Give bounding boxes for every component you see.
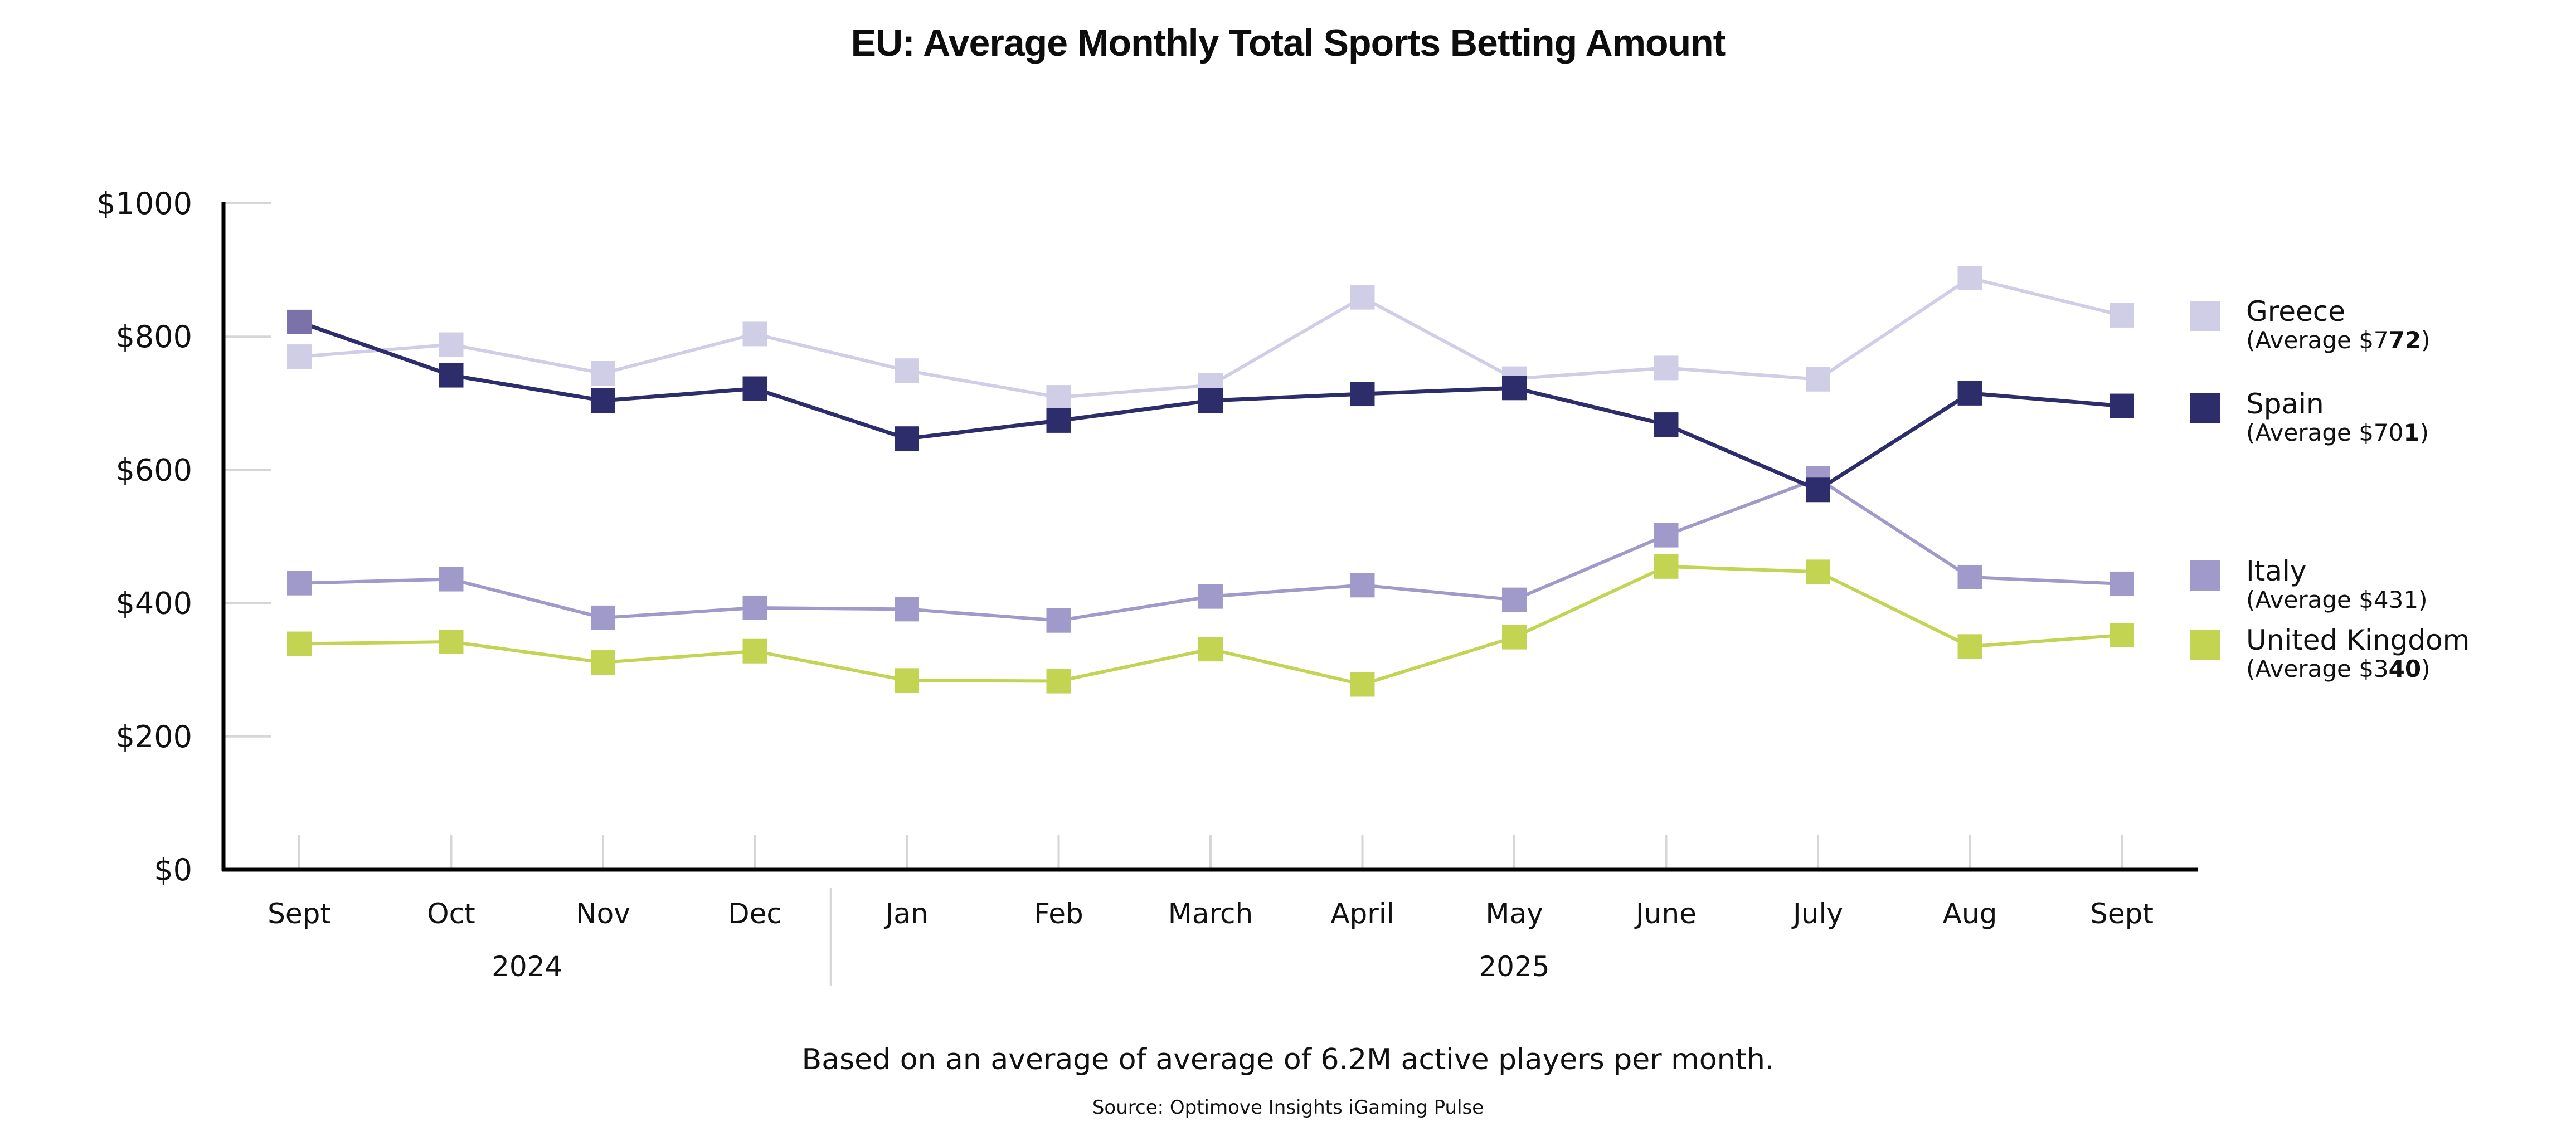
data-point-spain xyxy=(1806,477,1830,503)
data-point-spain xyxy=(2110,393,2134,418)
series-line-united-kingdom xyxy=(299,564,2122,686)
data-point-italy xyxy=(1198,584,1223,609)
series-united-kingdom xyxy=(287,554,2134,697)
legend-swatch-spain xyxy=(2190,393,2220,423)
y-tick-label: $600 xyxy=(116,452,192,488)
legend-swatch-greece xyxy=(2190,301,2220,331)
year-label: 2025 xyxy=(1479,950,1549,983)
x-tick-label: Feb xyxy=(1034,898,1083,930)
x-tick-label: Oct xyxy=(427,898,475,930)
data-point-italy xyxy=(287,571,312,596)
legend-label-united-kingdom: United Kingdom xyxy=(2246,624,2470,656)
footnote: Based on an average of average of 6.2M a… xyxy=(801,1043,1775,1076)
y-axis: $0 $200 $400 $600 $800 $1000 xyxy=(96,186,271,888)
legend-swatch-italy xyxy=(2190,560,2220,591)
data-point-greece xyxy=(439,332,464,357)
data-point-united-kingdom xyxy=(895,668,919,693)
legend-swatch-united-kingdom xyxy=(2190,630,2220,660)
x-tick-label: Dec xyxy=(728,898,782,930)
x-tick-label: May xyxy=(1485,898,1543,930)
legend-label-greece: Greece xyxy=(2246,295,2345,328)
y-tick-label: $400 xyxy=(116,586,192,621)
x-tick-label: June xyxy=(1634,898,1697,930)
data-point-united-kingdom xyxy=(1654,554,1679,579)
y-tick-label: $200 xyxy=(116,719,192,754)
legend-average-united-kingdom: (Average $340) xyxy=(2246,655,2431,682)
y-tick-label: $1000 xyxy=(96,186,192,221)
data-point-greece xyxy=(1350,285,1375,310)
series-greece xyxy=(287,265,2134,410)
x-tick-label: March xyxy=(1168,898,1253,930)
data-point-greece xyxy=(1046,385,1071,410)
data-point-united-kingdom xyxy=(1502,625,1527,650)
x-tick-label: Sept xyxy=(2090,898,2154,930)
x-tick-label: Sept xyxy=(268,898,331,930)
data-point-greece xyxy=(287,344,312,369)
data-point-united-kingdom xyxy=(1198,637,1223,662)
x-tick-label: July xyxy=(1791,898,1843,930)
x-tick-label: Aug xyxy=(1943,898,1997,930)
x-tick-label: April xyxy=(1330,898,1394,930)
series-spain xyxy=(287,309,2134,503)
data-point-united-kingdom xyxy=(439,629,464,654)
y-tick-label: $0 xyxy=(154,852,192,888)
data-point-spain xyxy=(1957,381,1982,406)
legend-label-italy: Italy xyxy=(2246,555,2307,587)
legend-average-spain: (Average $701) xyxy=(2246,419,2429,446)
data-point-greece xyxy=(742,321,767,347)
data-point-spain xyxy=(895,426,919,451)
data-point-greece xyxy=(1654,355,1679,381)
data-point-spain xyxy=(1350,382,1375,407)
data-point-italy xyxy=(1654,523,1679,548)
data-point-italy xyxy=(1350,573,1375,598)
data-point-italy xyxy=(1957,564,1982,589)
series-italy xyxy=(287,466,2134,633)
chart-title: EU: Average Monthly Total Sports Betting… xyxy=(850,22,1726,64)
data-point-spain xyxy=(742,376,767,401)
legend-label-spain: Spain xyxy=(2246,388,2324,420)
data-point-italy xyxy=(742,595,767,620)
data-point-spain xyxy=(439,363,464,388)
data-point-spain xyxy=(1502,376,1527,401)
data-point-united-kingdom xyxy=(2110,623,2134,648)
data-point-united-kingdom xyxy=(1046,669,1071,694)
data-point-united-kingdom xyxy=(742,638,767,664)
x-axis: Sept Oct Nov Dec Jan Feb March April May June July… xyxy=(268,835,2154,986)
data-point-greece xyxy=(895,358,919,383)
series-layer xyxy=(287,265,2134,697)
data-point-italy xyxy=(2110,571,2134,596)
source-note: Source: Optimove Insights iGaming Pulse xyxy=(1092,1096,1484,1119)
data-point-italy xyxy=(895,597,919,622)
data-point-greece xyxy=(1806,367,1830,392)
data-point-italy xyxy=(439,567,464,592)
year-label: 2024 xyxy=(492,950,562,983)
y-tick-label: $800 xyxy=(116,319,192,354)
legend-average-greece: (Average $772) xyxy=(2246,326,2431,354)
data-point-spain xyxy=(591,388,615,413)
data-point-spain xyxy=(1046,408,1071,433)
data-point-spain xyxy=(1654,412,1679,437)
data-point-spain xyxy=(287,309,312,334)
data-point-italy xyxy=(591,605,615,630)
data-point-greece xyxy=(2110,303,2134,328)
data-point-united-kingdom xyxy=(1350,672,1375,697)
x-tick-label: Jan xyxy=(883,898,928,930)
legend-average-italy: (Average $431) xyxy=(2246,586,2428,613)
data-point-greece xyxy=(1957,265,1982,290)
data-point-united-kingdom xyxy=(287,631,312,656)
data-point-united-kingdom xyxy=(591,650,615,675)
data-point-greece xyxy=(591,360,615,386)
x-tick-label: Nov xyxy=(576,898,630,930)
data-point-united-kingdom xyxy=(1957,634,1982,659)
data-point-italy xyxy=(1502,587,1527,612)
data-point-united-kingdom xyxy=(1806,559,1830,584)
data-point-spain xyxy=(1198,388,1223,413)
data-point-italy xyxy=(1046,608,1071,633)
